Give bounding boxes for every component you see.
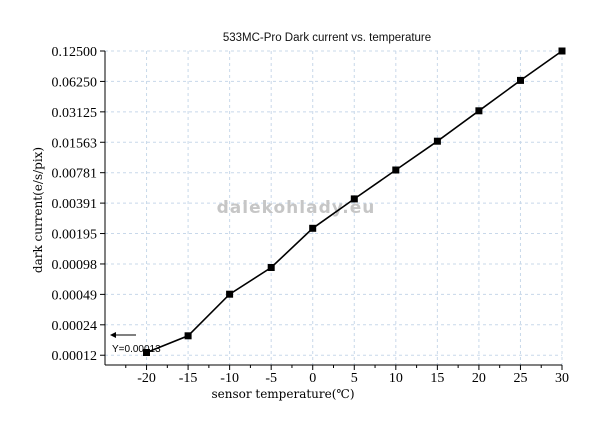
y-tick-label: 0.00391 xyxy=(52,197,98,212)
x-tick-label: 10 xyxy=(389,371,403,386)
annotation-arrow-head xyxy=(110,332,116,338)
data-point xyxy=(350,195,358,203)
x-tick-label: 25 xyxy=(513,371,527,386)
y-tick-label: 0.00781 xyxy=(52,167,98,182)
y-tick-label: 0.03125 xyxy=(52,106,98,121)
grid xyxy=(105,50,563,365)
chart-title: 533MC-Pro Dark current vs. temperature xyxy=(223,32,431,44)
y-tick-label: 0.00012 xyxy=(52,349,98,364)
y-tick-label: 0.12500 xyxy=(52,45,98,60)
data-point xyxy=(392,166,400,174)
x-tick-label: 0 xyxy=(309,371,316,386)
data-point xyxy=(184,332,192,340)
data-point xyxy=(226,290,234,298)
annotation: Y=0.00013 xyxy=(110,332,161,355)
x-tick-label: 5 xyxy=(351,371,358,386)
data-point xyxy=(267,264,275,271)
x-tick-label: 15 xyxy=(430,371,444,386)
y-axis-label: dark current(e/s/pix) xyxy=(31,147,45,273)
annotation-label: Y=0.00013 xyxy=(112,344,161,355)
y-tick-label: 0.06250 xyxy=(52,75,98,90)
x-tick-label: -20 xyxy=(137,371,156,386)
x-tick-label: -10 xyxy=(220,371,239,386)
x-tick-label: 30 xyxy=(555,371,569,386)
x-tick-label: -5 xyxy=(265,371,277,386)
x-tick-label: 20 xyxy=(472,371,486,386)
y-tick-label: 0.01563 xyxy=(52,136,98,151)
data-point xyxy=(558,47,566,55)
ticks: -20 -15 -10 -5 0 5 10 15 20 25 30 0.00012 0.00024 0.0… xyxy=(52,45,570,386)
y-tick-label: 0.00195 xyxy=(52,228,98,243)
data-point xyxy=(517,76,524,84)
y-tick-label: 0.00049 xyxy=(52,288,98,303)
data-point xyxy=(309,224,317,232)
y-tick-label: 0.00024 xyxy=(52,319,98,334)
x-axis-label: sensor temperature(℃) xyxy=(211,387,354,401)
data-point xyxy=(143,349,150,356)
data-point xyxy=(433,137,441,145)
series-layer xyxy=(143,47,566,356)
x-tick-label: -15 xyxy=(179,371,198,386)
y-tick-label: 0.00098 xyxy=(52,258,98,273)
data-point xyxy=(475,107,483,115)
